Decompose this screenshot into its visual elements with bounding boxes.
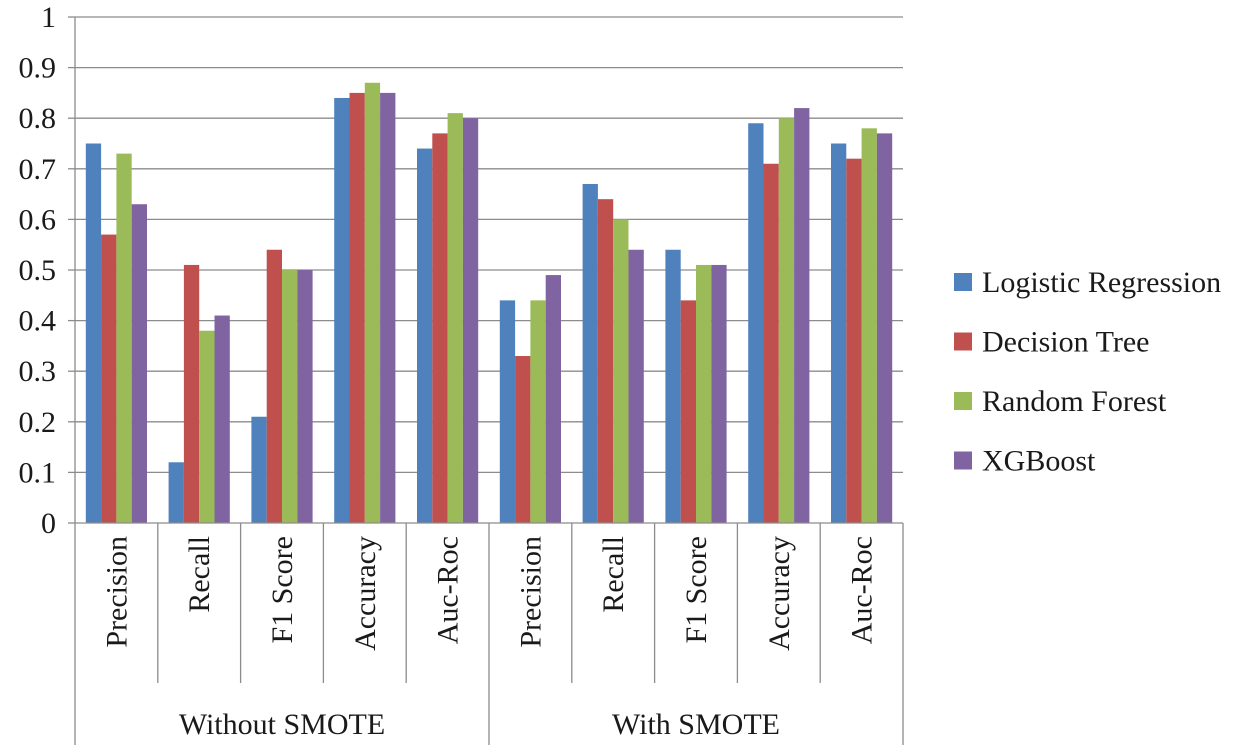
bar-xgboost [214,315,230,523]
category-label: F1 Score [266,536,299,644]
y-tick-labels: 0 0.1 0.2 0.3 0.4 0.5 0.6 0.7 0.8 0.9 1 [19,1,57,540]
bar-decision-tree [515,356,531,523]
bar-xgboost [131,204,147,523]
group-label: With SMOTE [612,708,780,741]
y-tick-label: 0.9 [19,52,57,85]
group-labels: Without SMOTE With SMOTE [179,708,780,741]
category-label: Accuracy [763,536,796,651]
bar-random-forest [530,300,546,523]
category-label: Precision [514,536,547,648]
bar-logistic-regression [417,148,433,523]
bar-random-forest [861,128,877,523]
y-tick-label: 0.3 [19,355,57,388]
bar-random-forest [613,219,629,523]
bar-xgboost [876,133,893,523]
legend: Logistic Regression Decision Tree Random F… [954,266,1221,478]
group-label: Without SMOTE [179,708,385,741]
bar-random-forest [282,270,298,523]
bar-xgboost [545,275,561,523]
legend-swatch [954,273,972,291]
y-tick-label: 0.2 [19,406,57,439]
legend-swatch [954,451,972,470]
y-tick-label: 1 [41,1,56,34]
bar-logistic-regression [85,143,102,523]
y-tick-label: 0.6 [19,203,57,236]
legend-label: XGBoost [982,445,1096,478]
bar-decision-tree [432,133,448,523]
bar-random-forest [116,153,132,523]
category-label: Recall [597,536,630,613]
bar-random-forest [696,264,712,523]
bar-logistic-regression [665,249,681,523]
bar-decision-tree [846,158,862,523]
bar-xgboost [794,108,810,523]
y-tick-label: 0.1 [19,456,57,489]
bar-xgboost [462,118,479,523]
bar-xgboost [628,249,644,523]
bar-xgboost [711,264,727,523]
bar-logistic-regression [831,143,847,523]
category-label: F1 Score [680,536,713,644]
bar-random-forest [778,118,795,523]
y-tick-label: 0.7 [19,153,57,186]
category-label: Auc-Roc [432,536,465,644]
legend-label: Decision Tree [982,326,1150,359]
category-label: Recall [183,536,216,613]
legend-swatch [954,332,972,351]
y-tick-label: 0 [41,507,56,540]
category-label: Auc-Roc [846,536,879,644]
bar-xgboost [297,270,313,523]
bar-decision-tree [349,92,365,524]
bar-random-forest [199,330,215,523]
bar-logistic-regression [251,416,267,523]
legend-label: Random Forest [982,385,1167,418]
bar-decision-tree [763,163,779,524]
bar-decision-tree [183,264,200,523]
y-tick-label: 0.5 [19,254,57,287]
bar-decision-tree [266,249,282,523]
bar-logistic-regression [582,183,598,524]
legend-swatch [954,392,972,410]
bar-logistic-regression [334,97,350,524]
bar-random-forest [364,82,381,523]
bar-decision-tree [101,234,117,523]
category-labels: Precision Recall F1 Score Accuracy Auc-Roc Pr… [100,536,878,651]
bar-random-forest [447,113,463,523]
bar-decision-tree [597,199,614,523]
bar-xgboost [380,92,396,524]
bar-decision-tree [680,300,696,523]
category-label: Precision [100,536,133,648]
y-tick-label: 0.8 [19,102,57,135]
bar-logistic-regression [748,123,764,523]
y-tick-label: 0.4 [19,305,57,338]
bar-logistic-regression [168,462,184,523]
category-label: Accuracy [349,536,382,651]
bar-logistic-regression [499,300,516,523]
axes [68,16,904,745]
legend-label: Logistic Regression [982,266,1221,299]
bars [85,82,893,524]
